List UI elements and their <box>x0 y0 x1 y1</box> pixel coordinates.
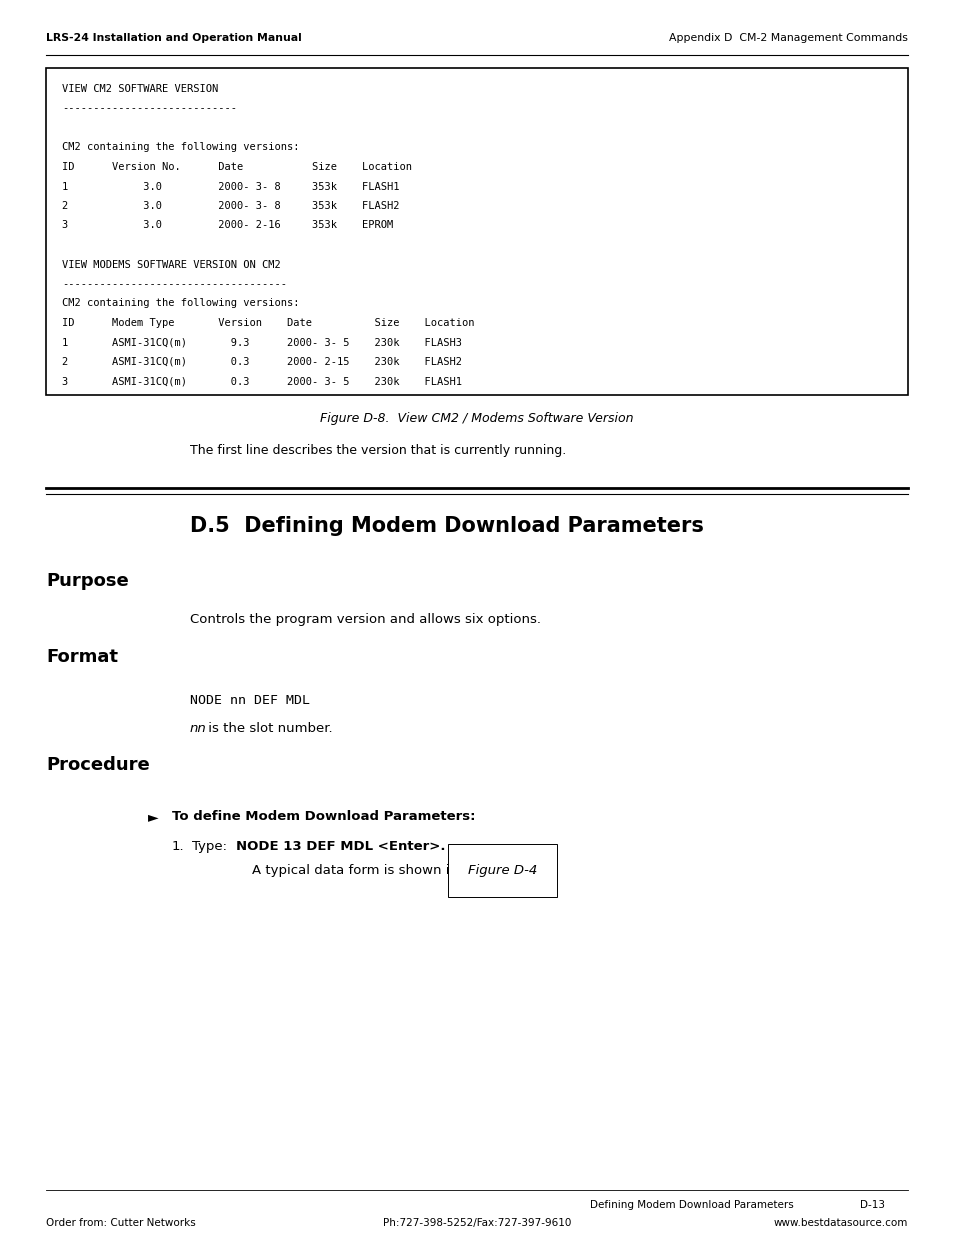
Text: ►: ► <box>148 810 158 824</box>
Text: 3       ASMI-31CQ(m)       0.3      2000- 3- 5    230k    FLASH1: 3 ASMI-31CQ(m) 0.3 2000- 3- 5 230k FLASH… <box>62 377 461 387</box>
Text: 2       ASMI-31CQ(m)       0.3      2000- 2-15    230k    FLASH2: 2 ASMI-31CQ(m) 0.3 2000- 2-15 230k FLASH… <box>62 357 461 367</box>
Text: Appendix D  CM-2 Management Commands: Appendix D CM-2 Management Commands <box>668 33 907 43</box>
Text: D-13: D-13 <box>859 1200 884 1210</box>
Text: Defining Modem Download Parameters: Defining Modem Download Parameters <box>589 1200 793 1210</box>
Text: LRS-24 Installation and Operation Manual: LRS-24 Installation and Operation Manual <box>46 33 301 43</box>
Text: 1            3.0         2000- 3- 8     353k    FLASH1: 1 3.0 2000- 3- 8 353k FLASH1 <box>62 182 399 191</box>
Text: 1.: 1. <box>172 840 185 853</box>
Text: Procedure: Procedure <box>46 756 150 774</box>
Text: Ph:727-398-5252/Fax:727-397-9610: Ph:727-398-5252/Fax:727-397-9610 <box>382 1218 571 1228</box>
Text: VIEW MODEMS SOFTWARE VERSION ON CM2: VIEW MODEMS SOFTWARE VERSION ON CM2 <box>62 259 280 269</box>
Bar <box>46 68 907 395</box>
Text: Purpose: Purpose <box>46 572 129 590</box>
Text: Format: Format <box>46 648 118 666</box>
Text: Controls the program version and allows six options.: Controls the program version and allows … <box>190 613 540 626</box>
Text: 3            3.0         2000- 2-16     353k    EPROM: 3 3.0 2000- 2-16 353k EPROM <box>62 221 393 231</box>
Text: Figure D-8.  View CM2 / Modems Software Version: Figure D-8. View CM2 / Modems Software V… <box>320 412 633 425</box>
Text: Type:: Type: <box>192 840 235 853</box>
Text: NODE 13 DEF MDL <Enter>.: NODE 13 DEF MDL <Enter>. <box>235 840 445 853</box>
Text: NODE nn DEF MDL: NODE nn DEF MDL <box>190 694 310 706</box>
Text: ------------------------------------: ------------------------------------ <box>62 279 287 289</box>
Text: CM2 containing the following versions:: CM2 containing the following versions: <box>62 299 299 309</box>
Text: VIEW CM2 SOFTWARE VERSION: VIEW CM2 SOFTWARE VERSION <box>62 84 218 94</box>
Text: www.bestdatasource.com: www.bestdatasource.com <box>773 1218 907 1228</box>
Text: D.5  Defining Modem Download Parameters: D.5 Defining Modem Download Parameters <box>190 516 703 536</box>
Text: ID      Version No.      Date           Size    Location: ID Version No. Date Size Location <box>62 162 412 172</box>
Text: is the slot number.: is the slot number. <box>204 722 333 735</box>
Text: nn: nn <box>190 722 207 735</box>
Text: To define Modem Download Parameters:: To define Modem Download Parameters: <box>172 810 475 823</box>
Text: Order from: Cutter Networks: Order from: Cutter Networks <box>46 1218 195 1228</box>
Text: A typical data form is shown in: A typical data form is shown in <box>252 864 462 877</box>
Text: The first line describes the version that is currently running.: The first line describes the version tha… <box>190 445 566 457</box>
Text: Figure D-4: Figure D-4 <box>468 864 537 877</box>
Text: 1       ASMI-31CQ(m)       9.3      2000- 3- 5    230k    FLASH3: 1 ASMI-31CQ(m) 9.3 2000- 3- 5 230k FLASH… <box>62 337 461 347</box>
Text: 2            3.0         2000- 3- 8     353k    FLASH2: 2 3.0 2000- 3- 8 353k FLASH2 <box>62 201 399 211</box>
Text: ----------------------------: ---------------------------- <box>62 104 236 114</box>
Text: CM2 containing the following versions:: CM2 containing the following versions: <box>62 142 299 152</box>
Text: .: . <box>532 864 536 877</box>
Text: ID      Modem Type       Version    Date          Size    Location: ID Modem Type Version Date Size Location <box>62 317 474 329</box>
